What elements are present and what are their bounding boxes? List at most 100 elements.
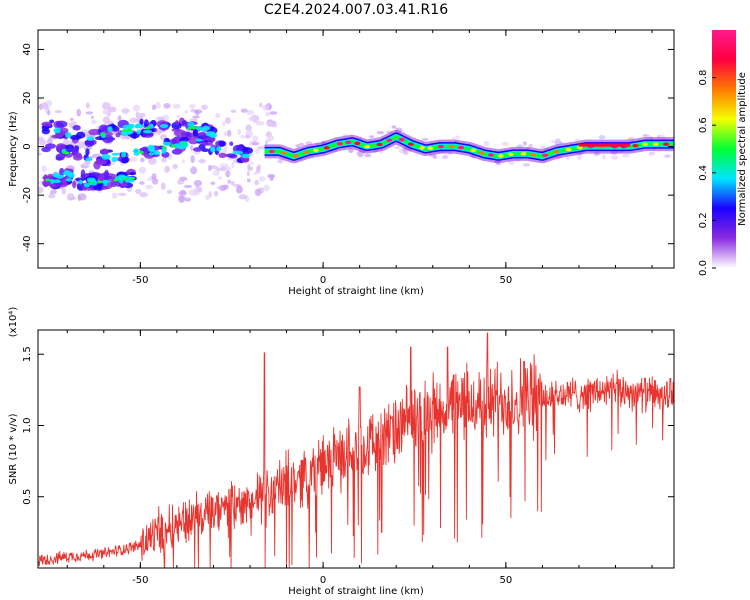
ridge-peak <box>312 148 319 152</box>
ridge-peak <box>497 154 504 158</box>
colorbar-gradient <box>712 30 736 268</box>
heatmap-band-cell <box>94 160 103 165</box>
heatmap-noise-cell <box>102 108 111 115</box>
heatmap-band-cell <box>42 175 54 180</box>
heatmap-band-core <box>124 179 135 183</box>
heatmap-noise-cell <box>190 155 195 164</box>
heatmap-noise-cell <box>215 112 221 119</box>
snr-series-line <box>38 332 674 568</box>
heatmap-noise-cell <box>166 189 173 194</box>
heatmap-noise-cell <box>139 181 145 185</box>
heatmap-band-cell <box>104 137 116 141</box>
heatmap-noise-cell <box>84 160 91 165</box>
ridge-peak <box>642 142 649 146</box>
heatmap-noise-cell <box>46 138 53 146</box>
heatmap-noise-cell <box>376 131 385 135</box>
heatmap-band-cell <box>88 128 100 136</box>
heatmap-noise-cell <box>227 179 231 184</box>
heatmap-band-cell <box>98 124 109 132</box>
heatmap-noise-cell <box>348 148 354 154</box>
ridge-peak <box>280 151 287 155</box>
heatmap-noise-cell <box>192 115 200 119</box>
top-xtick-label: 0 <box>320 275 326 286</box>
heatmap-band-core <box>85 157 93 162</box>
heatmap-noise-cell <box>122 110 129 115</box>
heatmap-noise-cell <box>77 193 87 201</box>
heatmap-noise-cell <box>138 166 147 175</box>
heatmap-band-peak <box>122 128 128 132</box>
heatmap-noise-cell <box>85 102 90 109</box>
heatmap-noise-cell <box>501 141 510 146</box>
heatmap-noise-cell <box>295 144 301 148</box>
heatmap-band-core <box>103 182 108 187</box>
heatmap-band-core <box>159 124 169 129</box>
top-ytick-label: -40 <box>22 236 33 252</box>
ridge-peak <box>345 140 352 145</box>
heatmap-noise-cell <box>265 112 271 117</box>
heatmap-noise-cell <box>76 108 82 117</box>
heatmap-noise-cell <box>208 190 212 199</box>
heatmap-noise-cell <box>601 154 606 160</box>
ridge-peak <box>553 149 560 154</box>
heatmap-band-peak <box>170 144 176 148</box>
heatmap-noise-cell <box>38 139 47 146</box>
heatmap-noise-cell <box>139 192 148 198</box>
heatmap-band-cell <box>96 184 103 190</box>
heatmap-band-peak <box>138 150 144 154</box>
heatmap-band-core <box>120 130 128 137</box>
heatmap-band-peak <box>161 146 167 150</box>
heatmap-band-core <box>241 153 251 159</box>
heatmap-band-cell <box>75 177 86 182</box>
top-ytick-label: 40 <box>22 43 33 56</box>
heatmap-band-cell <box>218 141 226 147</box>
heatmap-noise-cell <box>226 129 232 137</box>
heatmap-noise-cell <box>455 135 460 140</box>
heatmap-noise-cell <box>212 169 220 176</box>
heatmap-band-cell <box>143 119 149 128</box>
colorbar-label: Normalized spectral amplitude <box>737 72 748 226</box>
heatmap-noise-cell <box>198 186 203 193</box>
heatmap-noise-cell <box>522 141 527 146</box>
heatmap-band-core <box>65 178 73 182</box>
heatmap-band-core <box>52 173 60 178</box>
heatmap-noise-cell <box>246 109 255 116</box>
heatmap-noise-cell <box>164 165 170 173</box>
heatmap-noise-cell <box>148 157 157 165</box>
heatmap-noise-cell <box>101 102 111 110</box>
heatmap-band-cell <box>104 169 109 179</box>
heatmap-noise-cell <box>140 157 145 163</box>
heatmap-noise-cell <box>267 121 276 126</box>
heatmap-band-core <box>53 127 61 134</box>
heatmap-band-cell <box>59 167 65 177</box>
heatmap-noise-cell <box>402 150 409 156</box>
heatmap-noise-cell <box>246 171 250 177</box>
heatmap-noise-cell <box>176 114 181 118</box>
heatmap-noise-cell <box>231 162 235 169</box>
bottom-xlabel: Height of straight line (km) <box>288 586 424 597</box>
top-xtick-label: 50 <box>499 275 512 286</box>
bottom-ytick-label: 1.0 <box>22 418 33 434</box>
bottom-xtick-label: -50 <box>132 575 148 586</box>
heatmap-band-cell <box>84 139 97 146</box>
heatmap-noise-cell <box>540 145 546 150</box>
heatmap-band-core <box>136 129 141 135</box>
heatmap-noise-cell <box>136 114 141 123</box>
heatmap-band-cell <box>129 132 140 139</box>
heatmap-noise-cell <box>258 176 266 182</box>
heatmap-noise-cell <box>184 197 191 202</box>
heatmap-band-peak <box>88 181 94 185</box>
heatmap-band-core <box>162 141 172 146</box>
bottom-ytick-label: 1.5 <box>22 346 33 362</box>
heatmap-band-cell <box>171 121 182 130</box>
ridge-peak <box>478 151 485 155</box>
heatmap-noise-cell <box>77 141 85 149</box>
heatmap-noise-cell <box>184 110 189 114</box>
heatmap-band-cell <box>121 156 129 164</box>
heatmap-band-cell <box>55 120 68 128</box>
heatmap-noise-cell <box>254 188 262 197</box>
ridge-peak <box>663 142 670 146</box>
heatmap-noise-cell <box>198 159 206 164</box>
ridge-peak <box>565 147 572 152</box>
heatmap-band-peak <box>45 178 51 182</box>
top-xlabel: Height of straight line (km) <box>288 286 424 297</box>
